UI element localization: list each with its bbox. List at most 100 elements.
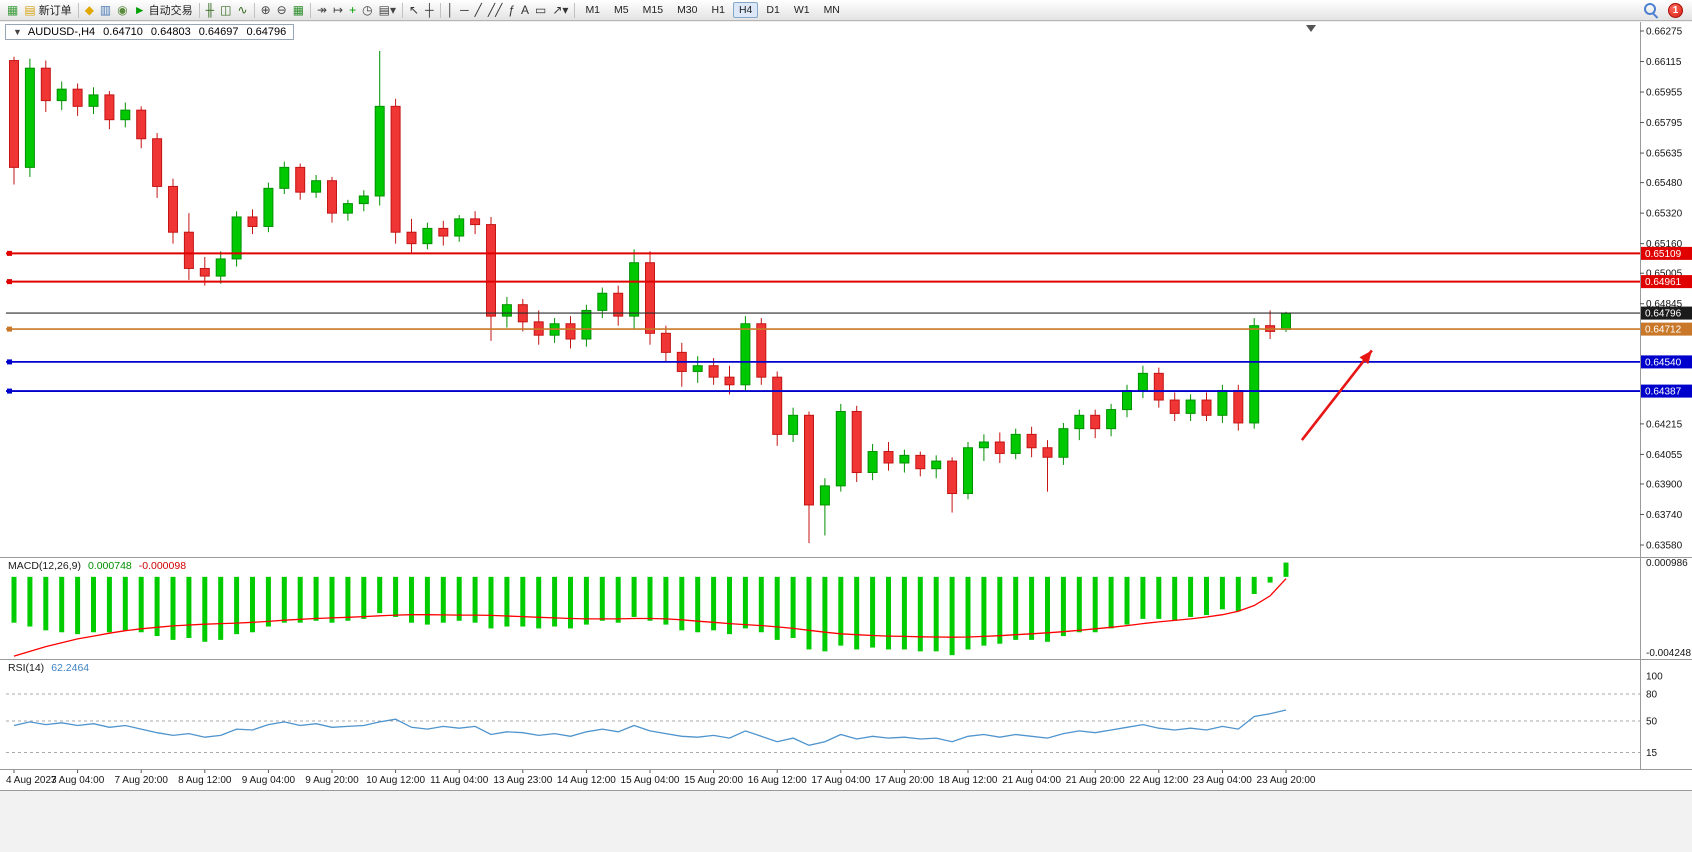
macd-histogram-bar: [504, 576, 510, 627]
macd-histogram-bar: [91, 576, 96, 633]
macd-histogram-bar: [1060, 576, 1066, 637]
indicators-icon[interactable]: +: [346, 1, 359, 19]
notification-badge[interactable]: 1: [1668, 2, 1683, 18]
autotrade-button[interactable]: ► 自动交易: [131, 1, 196, 19]
candle-down: [295, 166, 306, 193]
macd-histogram-bar: [265, 576, 271, 627]
hline-handle[interactable]: [7, 250, 12, 256]
candle-up: [120, 109, 131, 121]
search-icon[interactable]: [1643, 2, 1659, 19]
candle-up: [311, 180, 322, 193]
timeframe-MN[interactable]: MN: [823, 4, 840, 16]
label-icon[interactable]: ▭: [532, 1, 549, 19]
macd-histogram-bar: [1092, 576, 1098, 633]
macd-histogram-bar: [297, 576, 303, 623]
timeframe-M1[interactable]: M1: [585, 4, 601, 16]
timeframe-H4[interactable]: H4: [732, 2, 759, 18]
macd-histogram-bar: [536, 576, 542, 629]
channel-icon[interactable]: ╱╱: [485, 1, 505, 19]
macd-value-main: 0.000748: [87, 560, 132, 572]
candle-up: [629, 262, 640, 317]
horizontal-line-icon[interactable]: ─: [457, 1, 472, 19]
timeframe-D1[interactable]: D1: [766, 4, 780, 16]
rsi-axis-15: 15: [1646, 748, 1658, 759]
macd-histogram-bar: [218, 576, 224, 640]
hline-handle[interactable]: [7, 326, 12, 332]
macd-histogram-bar: [11, 576, 17, 623]
fibonacci-icon[interactable]: ƒ: [505, 1, 518, 19]
macd-histogram-bar: [631, 576, 637, 617]
time-tick: 14 Aug 12:00: [557, 775, 616, 786]
line-chart-icon[interactable]: ∿: [235, 1, 251, 19]
vertical-line-icon[interactable]: │: [444, 1, 458, 19]
macd-label: MACD(12,26,9) 0.000748 -0.000098: [8, 560, 186, 572]
price-tick: 0.63900: [1646, 479, 1683, 490]
candle-up: [1074, 414, 1085, 430]
trendline-icon[interactable]: ╱: [472, 1, 485, 19]
timeframe-M5[interactable]: M5: [614, 4, 629, 16]
candle-down: [947, 460, 958, 495]
hline-handle[interactable]: [7, 359, 12, 365]
templates-icon[interactable]: ▤▾: [376, 1, 399, 19]
auto-scroll-icon[interactable]: ↠: [314, 1, 330, 19]
candle-down: [199, 267, 210, 277]
macd-histogram-bar: [59, 576, 65, 633]
community-icon[interactable]: ◉: [114, 1, 130, 19]
timeframe-M30[interactable]: M30: [677, 4, 698, 16]
trend-arrow-head[interactable]: [1359, 350, 1372, 365]
macd-histogram-bar: [1219, 576, 1225, 610]
ohlc-bars-icon[interactable]: ╫: [203, 1, 218, 19]
chart-shift-icon[interactable]: ↦: [330, 1, 346, 19]
crosshair-icon[interactable]: ┼: [422, 1, 437, 19]
candle-down: [708, 365, 719, 378]
chart-menu-icon[interactable]: ▼: [13, 27, 22, 37]
candle-up: [931, 460, 942, 470]
chart-window-icon[interactable]: ▦: [4, 1, 21, 19]
macd-axis-min: -0.004248: [1646, 648, 1691, 659]
price-tick: 0.63580: [1646, 541, 1683, 552]
macd-histogram-bar: [154, 576, 160, 637]
macd-histogram-bar: [886, 576, 891, 650]
horizontal-line-icon-glyph: ─: [460, 3, 469, 17]
arrows-icon[interactable]: ↗▾: [549, 1, 571, 19]
trend-arrow-line[interactable]: [1300, 349, 1373, 441]
hline-handle[interactable]: [7, 388, 12, 394]
zoom-in-icon[interactable]: ⊕: [258, 1, 274, 19]
candle-up: [88, 94, 99, 107]
price-tick: 0.66115: [1646, 57, 1682, 68]
price-tick: 0.64215: [1646, 419, 1683, 430]
candlestick-chart-icon[interactable]: ◫: [217, 1, 234, 19]
time-tick: 8 Aug 12:00: [178, 775, 232, 786]
time-tick: 9 Aug 04:00: [242, 775, 296, 786]
time-tick: 21 Aug 20:00: [1066, 775, 1125, 786]
quotes-icon[interactable]: ◆: [82, 1, 97, 19]
macd-histogram-bar: [1156, 576, 1162, 619]
price-tick: 0.64845: [1646, 299, 1683, 310]
timeframe-M15[interactable]: M15: [642, 4, 664, 16]
candle-up: [1217, 390, 1228, 416]
candle-up: [279, 166, 290, 189]
macd-name: MACD(12,26,9): [8, 560, 81, 572]
hline-handle[interactable]: [7, 279, 12, 285]
candle-down: [406, 231, 417, 245]
timeframe-W1[interactable]: W1: [793, 4, 810, 16]
tile-windows-icon[interactable]: ▦: [290, 1, 307, 19]
candle-down: [183, 231, 194, 269]
cursor-icon[interactable]: ↖: [406, 1, 422, 19]
time-tick: 15 Aug 04:00: [621, 775, 680, 786]
navigator-icon[interactable]: ▥: [97, 1, 114, 19]
timeframe-H1[interactable]: H1: [711, 4, 725, 16]
new-order-button[interactable]: ▤ 新订单: [21, 1, 74, 19]
candle-down: [804, 414, 814, 506]
time-tick: 22 Aug 12:00: [1129, 775, 1188, 786]
text-icon[interactable]: A: [518, 1, 532, 19]
periods-icon[interactable]: ◷: [359, 1, 375, 19]
macd-histogram-bar: [329, 576, 335, 623]
chart-title-tab[interactable]: ▼ AUDUSD-,H4 0.64710 0.64803 0.64697 0.6…: [5, 24, 295, 40]
toolbar-separator: [253, 2, 255, 18]
community-icon-glyph: ◉: [117, 3, 128, 17]
rsi-name: RSI(14): [8, 662, 45, 674]
zoom-out-icon[interactable]: ⊖: [274, 1, 290, 19]
macd-histogram-bar: [854, 576, 860, 650]
